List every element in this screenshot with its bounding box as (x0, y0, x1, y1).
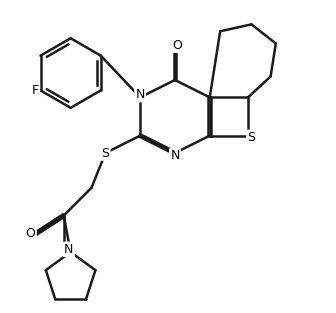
Text: S: S (101, 146, 110, 160)
Text: N: N (135, 88, 145, 101)
Text: O: O (26, 227, 36, 239)
Text: N: N (170, 149, 180, 162)
Text: N: N (64, 243, 74, 256)
Text: O: O (172, 39, 182, 52)
Text: S: S (248, 131, 255, 144)
Text: F: F (32, 84, 39, 97)
